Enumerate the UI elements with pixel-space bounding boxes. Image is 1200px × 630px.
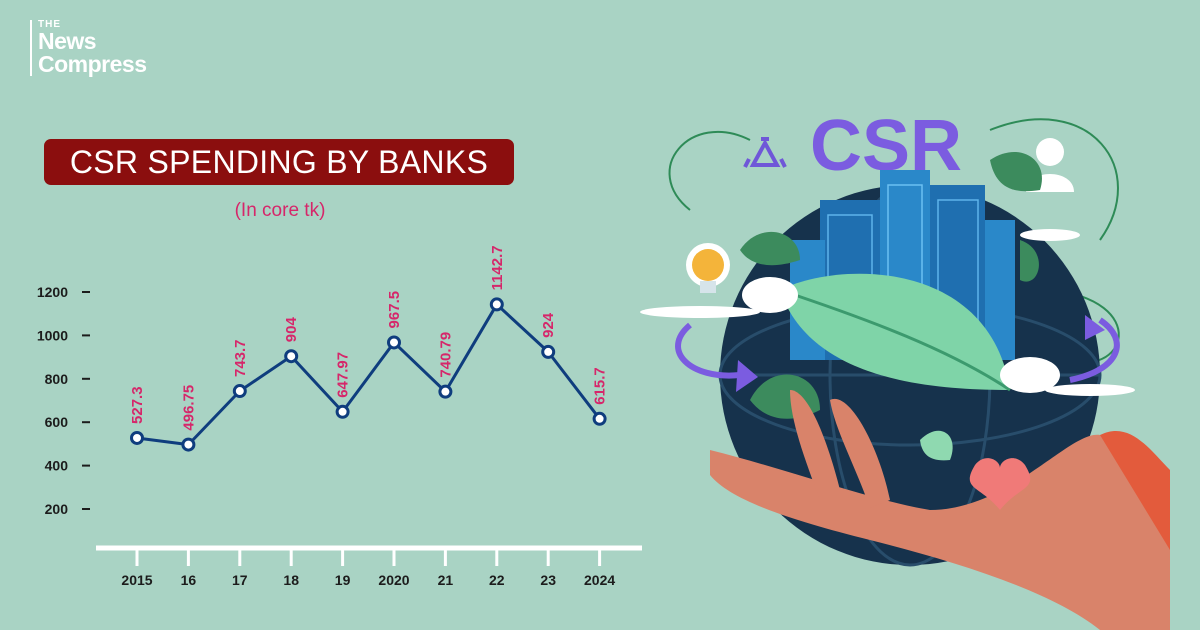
data-point: [232, 384, 247, 399]
data-point: [541, 344, 556, 359]
data-label: 743.7: [232, 339, 249, 377]
brand-logo: THE News Compress: [30, 19, 147, 77]
data-point: [438, 384, 453, 399]
data-label: 967.5: [386, 291, 403, 329]
data-point: [130, 430, 144, 445]
x-tick-label: 18: [283, 572, 299, 588]
arrow-head-icon: [1085, 315, 1105, 340]
brand-line-news: News: [38, 28, 97, 54]
series-line: [136, 302, 601, 447]
x-tick-label: 2020: [378, 572, 409, 588]
data-point: [335, 404, 350, 419]
x-tick-label: 23: [540, 572, 556, 588]
y-tick-label: 1000: [37, 327, 68, 343]
data-label: 1142.7: [489, 245, 506, 290]
data-point: [387, 335, 401, 350]
y-tick-label: 1200: [37, 284, 68, 300]
chart-title: CSR SPENDING BY BANKS: [44, 139, 514, 185]
hand-icon: [710, 390, 1170, 630]
x-tick-label: 19: [335, 572, 351, 588]
series-line-group: 527.3 496.75 743.7 904 647.97 967.5 740.79 1142…: [129, 245, 609, 452]
data-label: 904: [283, 317, 300, 343]
brand-line-the: THE: [38, 19, 61, 30]
lightbulb-icon: [686, 243, 730, 293]
chart-subtitle: (In core tk): [234, 200, 326, 221]
y-tick-label: 800: [45, 371, 69, 387]
chart-title-text: CSR SPENDING BY BANKS: [69, 143, 489, 180]
y-tick-label: 600: [45, 414, 69, 430]
x-tick-label: 2024: [584, 572, 615, 588]
x-tick-label: 16: [181, 572, 197, 588]
recycle-icon: [743, 137, 787, 168]
heart-icon: [969, 458, 1031, 510]
x-tick-label: 22: [489, 572, 505, 588]
data-label: 615.7: [592, 367, 609, 405]
y-tick-label: 400: [45, 458, 69, 474]
brand-line-compress: Compress: [38, 51, 147, 77]
data-label: 647.97: [335, 352, 352, 398]
data-point: [284, 349, 299, 364]
data-label: 496.75: [180, 385, 197, 431]
x-tick-label: 21: [438, 572, 454, 588]
x-tick-label: 17: [232, 572, 248, 588]
data-point: [489, 297, 504, 312]
x-tick-label: 2015: [121, 572, 152, 588]
data-point: [592, 411, 607, 426]
data-label: 740.79: [437, 332, 454, 378]
arrow-head-icon: [736, 360, 758, 392]
decorative-swirl: [989, 118, 1119, 241]
data-label: 924: [540, 312, 557, 338]
x-axis: 2015 16 17 18 19 2020 21 22 23 2024: [121, 550, 615, 588]
data-point: [181, 437, 196, 452]
y-axis: 1200 1000 800 600 400 200: [37, 284, 90, 517]
cloud-icon: [640, 229, 1135, 396]
data-label: 527.3: [129, 386, 146, 424]
decorative-swirl: [668, 130, 751, 211]
csr-illustration: CSR: [640, 106, 1170, 630]
y-tick-label: 200: [45, 501, 69, 517]
arrow-icon: [675, 317, 1120, 383]
